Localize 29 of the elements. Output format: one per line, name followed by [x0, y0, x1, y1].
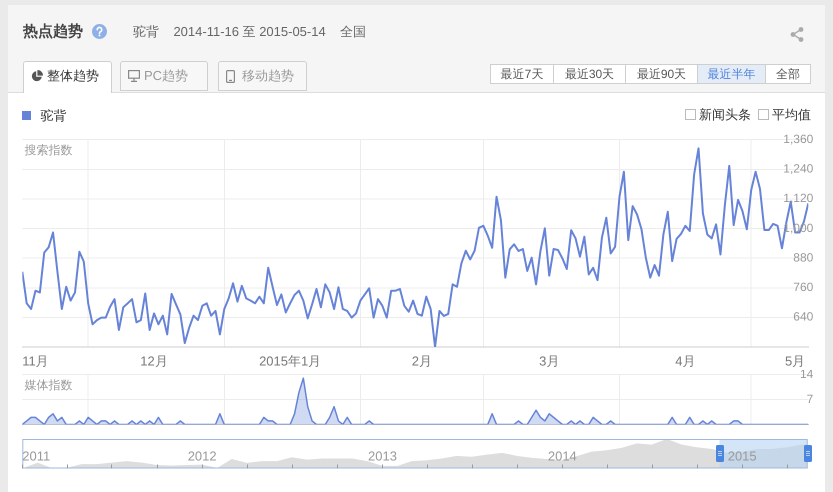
y-tick-label: 640	[793, 310, 814, 324]
chart-subtitle: 驼背 2014-11-16 至 2015-05-14 全国	[133, 24, 366, 40]
y-tick-label: 1,240	[783, 162, 814, 176]
y-tick-label: 1,120	[783, 191, 814, 206]
x-tick-label: 2月	[412, 353, 432, 368]
text: 新闻头条	[699, 107, 751, 123]
x-tick-label: 2013	[368, 448, 397, 464]
text: 移动趋势	[242, 68, 294, 84]
y-axis-title: 搜索指数	[24, 143, 72, 158]
x-tick-label: 5月	[785, 353, 806, 368]
text: PC趋势	[144, 68, 188, 84]
x-tick-label: 2012	[188, 448, 217, 464]
y-tick-label: 1,360	[783, 132, 814, 146]
text: 整体趋势	[47, 68, 99, 84]
text: 平均值	[772, 107, 811, 123]
y-tick-label: 7	[806, 392, 814, 406]
x-tick-label: 2015年1月	[259, 353, 322, 368]
x-tick-label: 4月	[675, 353, 696, 368]
x-tick-label: 11月	[22, 353, 49, 368]
y-tick-label: 880	[793, 250, 814, 264]
x-tick-label: 3月	[539, 353, 560, 368]
x-tick-label: 12月	[140, 353, 168, 368]
x-tick-label: 2015	[728, 448, 757, 464]
legend-label: 驼背	[40, 108, 66, 124]
y-tick-label: 14	[800, 366, 814, 381]
chart-title: 热点趋势	[23, 23, 83, 41]
y-axis-title: 媒体指数	[24, 378, 72, 392]
y-tick-label: 760	[793, 280, 814, 294]
x-tick-label: 2014	[548, 448, 577, 464]
